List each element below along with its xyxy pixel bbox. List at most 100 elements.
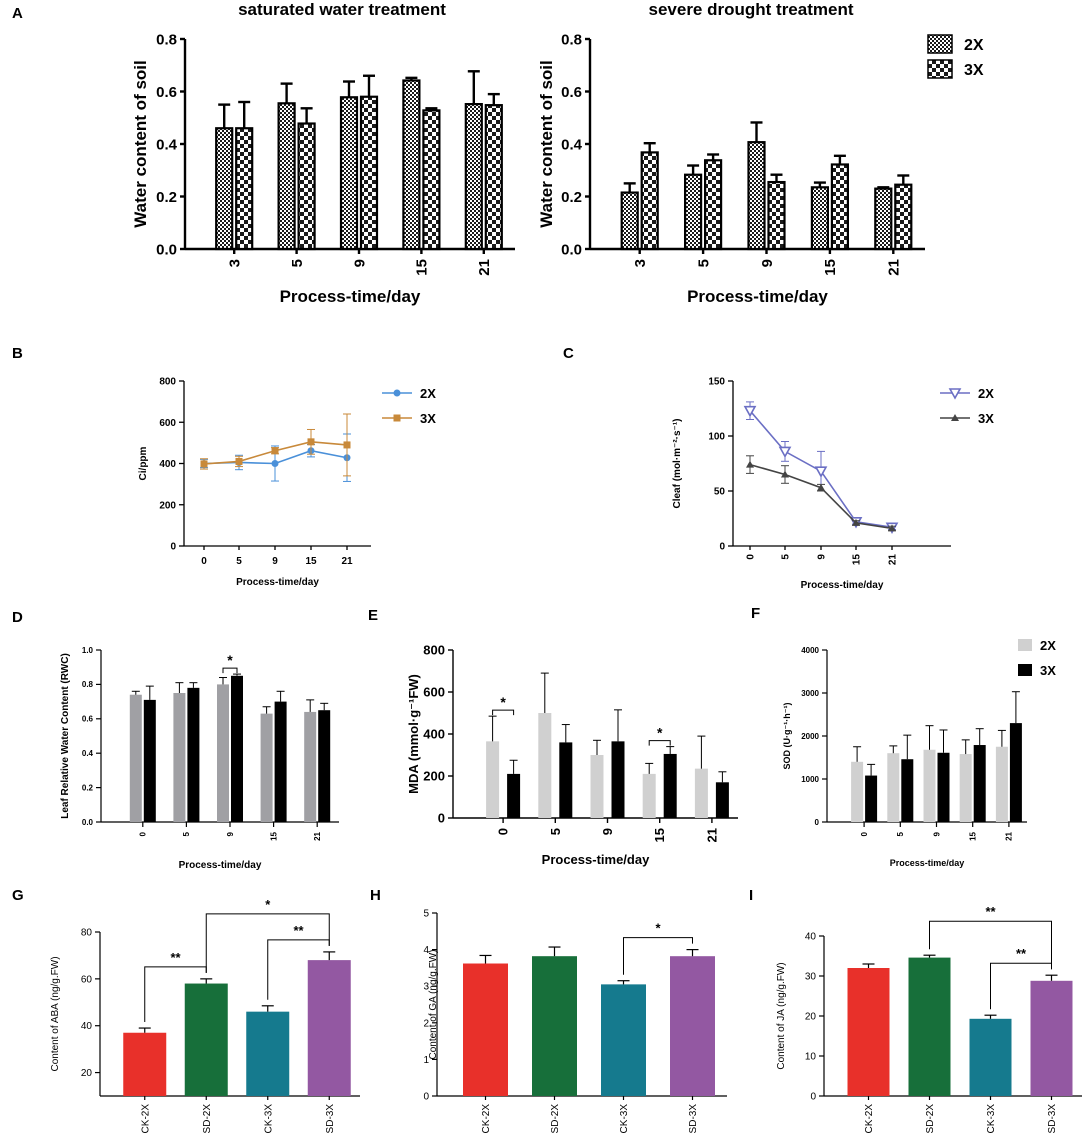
significance-bracket: [648, 740, 671, 746]
y-tick-label: 4000: [801, 646, 819, 655]
data-point-3X: [307, 438, 315, 446]
bar-sd-2x: [532, 956, 577, 1096]
bar-ck-2x: [463, 963, 508, 1096]
data-point-3X: [888, 524, 896, 532]
y-tick-label: 600: [423, 685, 445, 700]
marks-2: 0 5 9 15 21: [200, 413, 353, 567]
legend-label: 2X: [978, 386, 994, 401]
bar-3X: [559, 742, 573, 818]
x-tick-label: 15: [269, 831, 278, 840]
x-tick-label: 5: [548, 828, 563, 835]
marks-9: CK-2X SD-2X CK-3X SD-3X ** **: [847, 904, 1073, 1133]
x-axis-label: Process-time/day: [687, 287, 828, 306]
bar-3X: [973, 745, 986, 822]
y-tick-label: 0.0: [156, 241, 177, 258]
bar-2X: [538, 713, 552, 818]
x-axis-label: Process-time/day: [280, 287, 421, 306]
y-tick-label: 800: [159, 377, 176, 388]
x-tick-label: 21: [1005, 831, 1014, 840]
significance-bracket: [267, 939, 330, 1000]
bar-3X: [422, 109, 441, 251]
y-tick-label: 80: [81, 928, 93, 939]
y-tick-label: 1000: [801, 775, 819, 784]
bar-3X: [274, 701, 287, 822]
panel-label: E: [368, 607, 378, 624]
y-tick-label: 5: [423, 909, 429, 920]
bar-3X: [484, 104, 503, 251]
x-tick-label: 5: [781, 554, 792, 560]
x-tick-label: 9: [226, 831, 235, 836]
bar-2X: [277, 102, 296, 251]
significance-bracket: [929, 920, 1052, 970]
bar-3X: [894, 183, 913, 251]
bar-2X: [923, 749, 936, 822]
data-point-3X: [200, 460, 208, 468]
y-axis-label: SOD (U·g⁻¹·h⁻¹): [782, 703, 792, 770]
y-tick-label: 150: [708, 377, 725, 388]
significance-star: **: [1016, 946, 1027, 961]
bar-ck-2x: [123, 1032, 167, 1096]
y-tick-label: 200: [423, 769, 445, 784]
bar-2X: [642, 773, 656, 818]
legend-label: 3X: [978, 411, 994, 426]
significance-star: **: [293, 923, 304, 938]
x-tick-label: 21: [704, 828, 719, 842]
legend-swatch: [927, 59, 953, 79]
bar-ck-3x: [246, 1011, 290, 1096]
data-point-3X: [271, 447, 279, 455]
x-tick-label: 15: [652, 828, 667, 842]
y-tick-label: 20: [805, 1012, 817, 1023]
x-tick-label: CK-3X: [263, 1104, 274, 1134]
bar-3X: [830, 163, 850, 251]
bar-2X: [995, 746, 1008, 822]
y-axis-label: Leaf Relative Water Content (RWC): [60, 653, 71, 819]
axes-5: 0 200 400 600 800 MDA (mmol·g⁻¹FW) Process-tim…: [368, 607, 738, 867]
x-axis-label: Process-time/day: [890, 858, 965, 868]
bar-2X: [215, 127, 234, 251]
panel-label: C: [563, 345, 574, 362]
y-tick-label: 0.8: [561, 31, 582, 48]
bar-3X: [715, 782, 729, 818]
bar-2X: [173, 693, 186, 822]
bar-3X: [235, 127, 254, 251]
x-tick-label: 15: [305, 556, 317, 567]
x-tick-label: CK-3X: [619, 1104, 630, 1134]
data-point-2X: [743, 405, 757, 418]
legend-label: 3X: [420, 411, 436, 426]
marks-7: CK-2X SD-2X CK-3X SD-3X*****: [123, 897, 351, 1134]
x-tick-label: 0: [860, 831, 869, 836]
y-tick-label: 3000: [801, 689, 819, 698]
marks-6: 0 5 9 15 21: [851, 691, 1022, 841]
y-tick-label: 200: [159, 500, 176, 511]
bar-3X: [143, 699, 156, 822]
bar-3X: [231, 675, 243, 822]
panel-label: I: [749, 887, 753, 904]
y-tick-label: 400: [159, 459, 176, 470]
data-point-2X: [271, 460, 279, 467]
y-tick-label: 0.0: [561, 241, 582, 258]
marks-3: 0 5 9 15 21: [743, 401, 899, 566]
y-tick-label: 0.8: [82, 680, 94, 689]
x-tick-label: 9: [817, 554, 828, 560]
x-tick-label: 15: [969, 831, 978, 840]
x-tick-label: 15: [852, 554, 863, 566]
bar-2X: [464, 102, 483, 251]
y-axis-label: Content of JA (ng/g.FW): [776, 962, 787, 1069]
y-axis-label: Content of GA (ng/g.FW): [428, 949, 439, 1059]
y-tick-label: 2000: [801, 732, 819, 741]
data-point-3X: [343, 441, 351, 449]
panel-label: G: [12, 887, 24, 904]
legend-label: 3X: [964, 62, 984, 79]
x-tick-label: 0: [746, 554, 757, 560]
x-tick-label: CK-2X: [481, 1104, 492, 1134]
y-tick-label: 0.4: [561, 136, 583, 153]
marks-4: 0 5 9 * 15 21: [129, 652, 331, 841]
x-tick-label: 21: [341, 556, 353, 567]
y-tick-label: 0: [810, 1092, 816, 1103]
y-tick-label: 0.2: [82, 783, 94, 792]
x-tick-label: 3: [226, 259, 243, 267]
significance-bracket: [990, 962, 1052, 1010]
y-tick-label: 4: [423, 945, 429, 956]
